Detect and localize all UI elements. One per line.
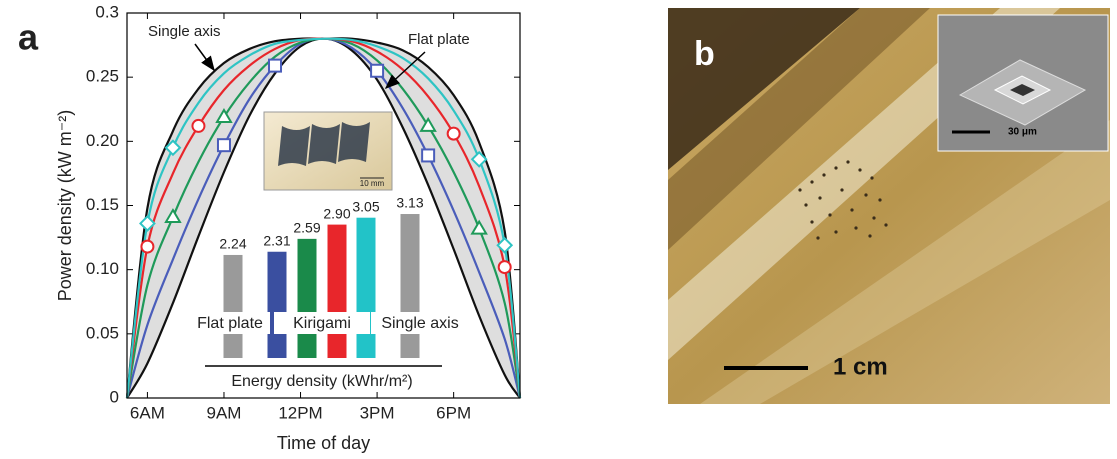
x-tick-label: 3PM [360, 403, 395, 422]
value-label: 3.05 [352, 198, 379, 214]
y-tick-label: 0.25 [86, 67, 119, 86]
inset-photo-sheet [338, 122, 370, 162]
annotation-arrow [384, 51, 426, 90]
group-label-bg [274, 312, 370, 334]
group-label: Flat plate [197, 315, 263, 332]
y-tick-label: 0.3 [95, 2, 119, 21]
marker [470, 150, 488, 168]
y-tick-label: 0.20 [86, 131, 119, 150]
marker [216, 138, 231, 153]
y-tick-label: 0 [110, 387, 119, 406]
y-tick-label: 0.10 [86, 259, 119, 278]
group-label: Single axis [381, 315, 458, 332]
bar-axis-label: Energy density (kWhr/m²) [231, 373, 412, 390]
group-label-bg [190, 312, 270, 334]
panel-label: a [18, 17, 39, 58]
panel-label: b [694, 35, 715, 73]
sem-scale-label: 30 μm [1008, 127, 1037, 138]
marker [191, 118, 206, 133]
light-streak [700, 120, 1110, 404]
annotation-arrow [194, 43, 215, 72]
inset-photo-sheet [308, 124, 340, 164]
marker [140, 239, 155, 254]
marker [139, 215, 156, 232]
sem-device [1010, 84, 1035, 96]
group-label-bg [371, 312, 469, 334]
marker [421, 148, 436, 163]
x-tick-label: 12PM [278, 403, 322, 422]
value-label: 2.24 [219, 236, 246, 252]
y-axis-label: Power density (kW m⁻²) [55, 110, 75, 302]
bar [356, 217, 376, 358]
bar [327, 224, 347, 358]
value-label: 2.90 [323, 205, 350, 221]
marker [268, 58, 283, 73]
annotation: Single axis [148, 23, 221, 40]
value-label: 2.59 [293, 220, 320, 236]
group-label: Kirigami [293, 315, 351, 332]
bar [297, 238, 317, 358]
marker [215, 107, 233, 123]
marker [370, 63, 385, 78]
x-tick-label: 9AM [206, 403, 241, 422]
marker [164, 208, 182, 224]
marker [419, 116, 437, 132]
value-label: 2.31 [263, 232, 290, 248]
photo: 30 μm b 1 cm [668, 8, 1110, 404]
inset-photo-sheet [278, 126, 310, 166]
bar [223, 254, 243, 358]
dark-band [668, 8, 860, 170]
y-tick-label: 0.15 [86, 195, 119, 214]
marker [470, 219, 488, 235]
bar [400, 214, 420, 358]
dot-grid [798, 160, 888, 240]
axes-frame [126, 12, 521, 399]
marker [164, 139, 182, 157]
bar [267, 251, 287, 358]
marker [446, 126, 461, 141]
line [125, 37, 522, 399]
inset-scale-label: 10 mm [360, 179, 385, 188]
x-tick-label: 6AM [130, 403, 165, 422]
value-label: 3.13 [396, 195, 423, 211]
x-tick-label: 6PM [436, 403, 471, 422]
band [668, 8, 930, 250]
x-axis-label: Time of day [277, 433, 370, 453]
scale-label: 1 cm [833, 353, 888, 380]
y-tick-label: 0.05 [86, 323, 119, 342]
marker [496, 236, 514, 254]
marker [497, 260, 512, 275]
annotation: Flat plate [408, 31, 470, 48]
